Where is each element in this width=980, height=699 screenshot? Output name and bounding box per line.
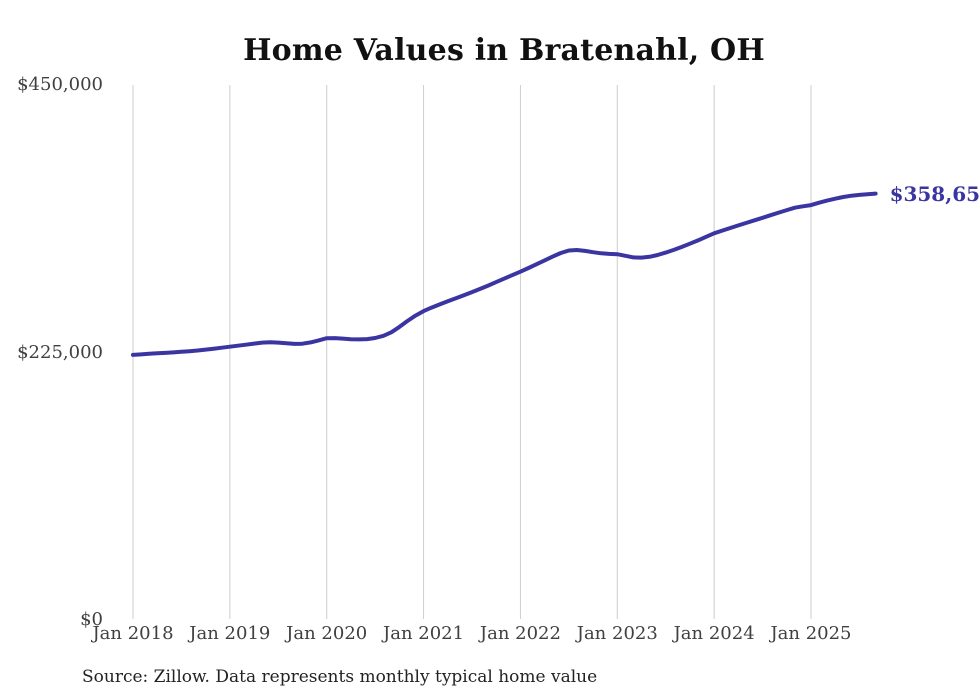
x-tick-label: Jan 2024 (673, 623, 755, 644)
home-value-series-line (131, 191, 878, 357)
x-tick-label: Jan 2020 (286, 623, 368, 644)
y-tick-label: $225,000 (17, 341, 103, 363)
x-tick-label: Jan 2019 (189, 623, 271, 644)
x-tick-label: Jan 2025 (770, 623, 852, 644)
source-attribution: Source: Zillow. Data represents monthly … (82, 667, 598, 687)
vertical-gridlines (132, 85, 812, 619)
x-tick-label: Jan 2018 (92, 623, 174, 644)
x-tick-label: Jan 2023 (576, 623, 658, 644)
y-tick-label: $450,000 (17, 74, 103, 95)
x-tick-label: Jan 2021 (383, 623, 465, 644)
chart-title: Home Values in Bratenahl, OH (243, 33, 765, 68)
latest-value-label: $358,654 (889, 181, 980, 206)
y-tick-label: $0 (80, 609, 103, 630)
x-tick-label: Jan 2022 (479, 623, 561, 644)
